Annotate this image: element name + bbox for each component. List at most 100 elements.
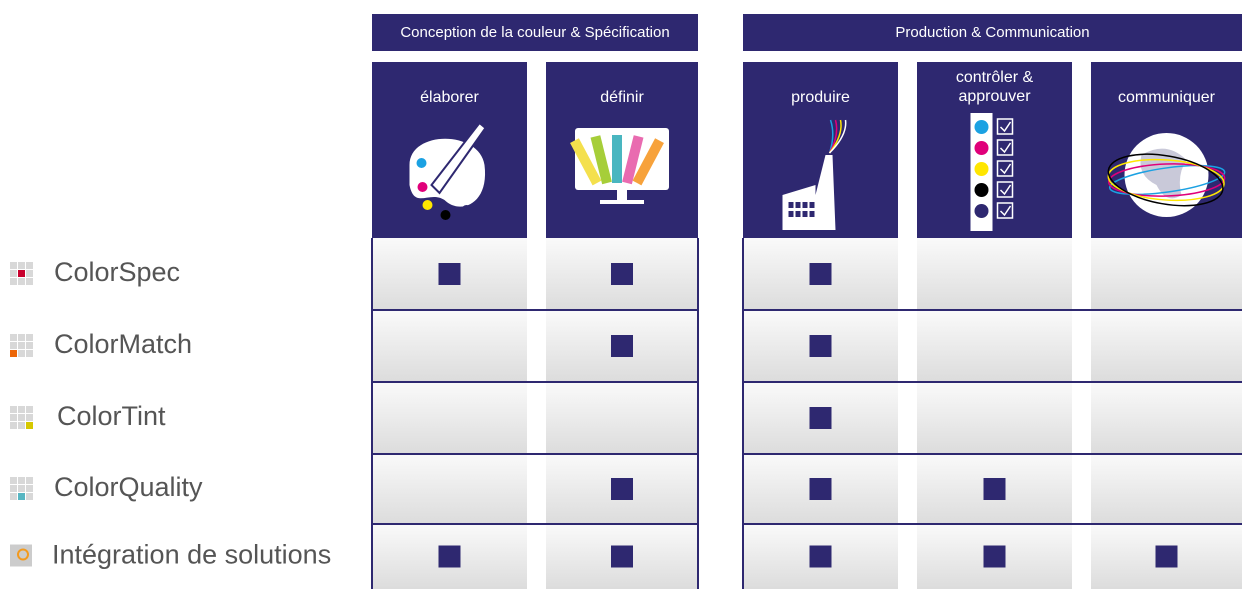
row-cell [1091,454,1242,524]
row-cell [372,382,527,454]
icon-cell [10,350,17,357]
check [999,184,1012,196]
brush [430,121,487,195]
icon-cell [26,414,33,421]
group-header [372,14,698,51]
icon-cell [26,493,33,500]
window [788,202,794,208]
row-icon [10,544,32,567]
icon-cell [26,270,33,277]
row-label: ColorTint [57,401,166,431]
icon-cell [10,278,17,285]
icon-cell [10,493,17,500]
mark [438,263,461,285]
swatch [612,135,622,183]
check [999,163,1012,175]
mark [809,407,832,429]
row-cell [1091,382,1242,454]
row-icon [10,334,33,357]
paint-dot [422,200,433,210]
swatch [622,135,644,185]
column-title: communiquer [1118,89,1216,106]
paint-dot [417,182,428,192]
icon-cell [10,422,17,429]
check [999,142,1012,154]
orbit [1107,163,1226,197]
column-title: approuver [958,88,1031,105]
icon-cell [18,493,25,500]
orbit [1108,164,1226,196]
column-icon [970,113,1014,231]
swatch [590,135,612,185]
icon-cell [26,406,33,413]
swatch [570,138,602,186]
row-cell [372,310,527,382]
icon-cell [18,278,25,285]
row-cell [917,238,1072,310]
column-title: élaborer [420,89,479,106]
icon-cell [26,278,33,285]
window [788,211,794,217]
row-cell [372,454,527,524]
swatch [632,138,664,186]
icon-cell [10,270,17,277]
window [809,202,815,208]
icon-cell [10,334,17,341]
ink-dot [974,204,989,218]
column-title: définir [600,89,644,106]
icon-cell [18,406,25,413]
ink-dot [974,183,989,197]
mark [438,545,461,568]
icon-cell [18,477,25,484]
gear [17,548,29,561]
checkbox [996,160,1014,177]
group-title: Conception de la couleur & Spécification [400,24,669,41]
window [802,211,808,217]
mark [983,478,1006,500]
row-label: ColorMatch [54,329,192,359]
row-cell [917,382,1072,454]
stand [617,190,627,200]
icon-cell [26,342,33,349]
window [795,202,801,208]
base [600,200,644,204]
icon-cell [18,414,25,421]
icon-cell [18,270,25,277]
icon-cell [18,422,25,429]
mark [611,263,633,285]
row-icon [10,262,33,285]
row-label: ColorSpec [54,257,180,287]
column-header [917,62,1072,238]
row-label: ColorQuality [54,472,203,502]
row-label: Intégration de solutions [52,540,331,570]
check [999,205,1012,217]
icon-cell [18,334,25,341]
column-icon [782,119,847,230]
icon-cell [26,477,33,484]
row-cell [1091,310,1242,382]
icon-cell [10,485,17,492]
icon-cell [10,414,17,421]
icon-cell [18,342,25,349]
row-cell [1091,238,1242,310]
mark [611,335,633,357]
window [809,211,815,217]
icon-cell [26,350,33,357]
row-icon [10,406,33,429]
mark [983,545,1006,568]
column-title: contrôler & [956,69,1034,86]
column-title: produire [791,89,850,106]
group-header [743,14,1242,51]
ink-dot [974,162,989,176]
icon-cell [10,262,17,269]
row-cell [546,382,698,454]
icon-cell [10,342,17,349]
icon-cell [26,422,33,429]
mark [809,263,832,285]
orbit [1107,153,1224,207]
mark [809,545,832,568]
mark [809,335,832,357]
icon-cell [18,350,25,357]
checkbox [996,118,1014,135]
